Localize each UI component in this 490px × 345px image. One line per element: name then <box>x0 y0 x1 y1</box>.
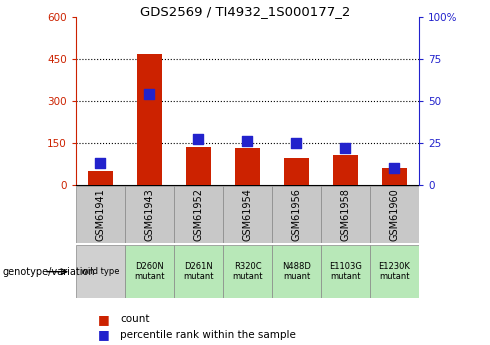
Text: D260N
mutant: D260N mutant <box>134 262 165 282</box>
Point <box>97 160 104 166</box>
Bar <box>223 186 272 243</box>
Text: percentile rank within the sample: percentile rank within the sample <box>120 330 296 339</box>
Bar <box>370 186 419 243</box>
Text: ■: ■ <box>98 313 110 326</box>
Bar <box>370 245 419 298</box>
Bar <box>321 245 370 298</box>
Point <box>342 145 349 150</box>
Text: GSM61943: GSM61943 <box>145 188 154 241</box>
Bar <box>272 245 321 298</box>
Point <box>146 91 153 97</box>
Text: count: count <box>120 314 149 324</box>
Text: GSM61958: GSM61958 <box>341 188 350 241</box>
Text: R320C
mutant: R320C mutant <box>232 262 263 282</box>
Text: GDS2569 / TI4932_1S000177_2: GDS2569 / TI4932_1S000177_2 <box>140 5 350 18</box>
Bar <box>174 245 223 298</box>
Text: N488D
muant: N488D muant <box>282 262 311 282</box>
Text: GSM61941: GSM61941 <box>96 188 105 241</box>
Point <box>391 165 398 171</box>
Bar <box>333 155 358 185</box>
Text: E1230K
mutant: E1230K mutant <box>378 262 411 282</box>
Text: ■: ■ <box>98 328 110 341</box>
Bar <box>137 53 162 185</box>
Bar <box>382 168 407 185</box>
Bar <box>76 186 125 243</box>
Text: E1103G
mutant: E1103G mutant <box>329 262 362 282</box>
Text: D261N
mutant: D261N mutant <box>183 262 214 282</box>
Bar <box>223 245 272 298</box>
Bar <box>125 245 174 298</box>
Bar <box>235 148 260 185</box>
Text: GSM61952: GSM61952 <box>194 188 203 241</box>
Bar <box>321 186 370 243</box>
Text: GSM61954: GSM61954 <box>243 188 252 241</box>
Bar <box>174 186 223 243</box>
Point <box>195 137 202 142</box>
Bar <box>284 158 309 185</box>
Bar <box>186 147 211 185</box>
Point <box>244 138 251 144</box>
Bar <box>272 186 321 243</box>
Text: wild type: wild type <box>81 267 120 276</box>
Text: genotype/variation: genotype/variation <box>2 267 95 277</box>
Bar <box>76 245 125 298</box>
Bar <box>125 186 174 243</box>
Point <box>293 140 300 146</box>
Text: GSM61960: GSM61960 <box>390 188 399 241</box>
Text: GSM61956: GSM61956 <box>292 188 301 241</box>
Bar <box>88 171 113 185</box>
